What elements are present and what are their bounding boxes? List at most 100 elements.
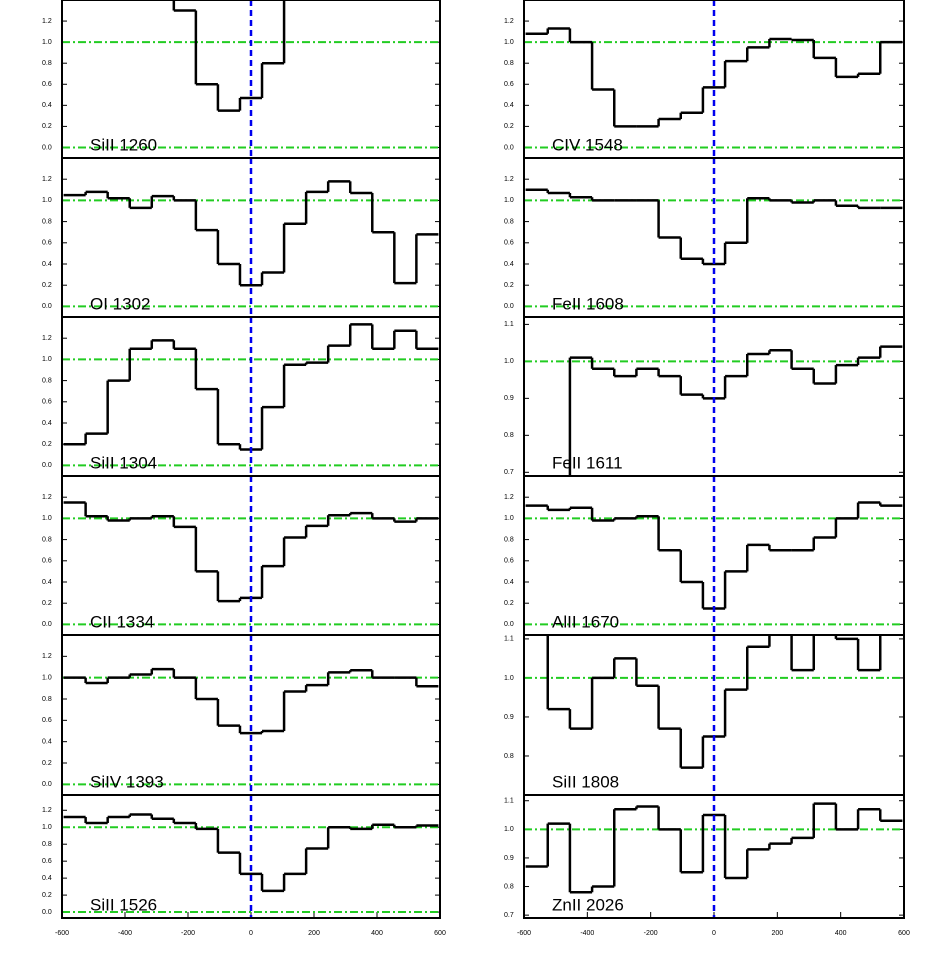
y-tick-label: 0.2 xyxy=(504,600,514,607)
y-tick-label: 0.9 xyxy=(504,855,514,862)
y-tick-label: 0.4 xyxy=(42,875,52,882)
y-tick-label: 0.0 xyxy=(42,462,52,469)
y-tick-label: 0.0 xyxy=(504,303,514,310)
y-tick-label: 0.2 xyxy=(42,123,52,130)
panel: 0.0 0.2 0.4 0.6 0.8 1.0 1.2 CII 1334 xyxy=(42,475,441,636)
y-tick-label: 0.0 xyxy=(504,621,514,628)
y-tick-label: 0.2 xyxy=(42,760,52,767)
y-tick-label: 0.6 xyxy=(42,858,52,865)
panel: 0.0 0.2 0.4 0.6 0.8 1.0 1.2 SiII 1304 xyxy=(42,316,441,477)
y-tick-label: 1.1 xyxy=(504,321,514,328)
plot-area xyxy=(62,158,440,317)
y-tick-label: 1.2 xyxy=(504,176,514,183)
panel: 0.0 0.2 0.4 0.6 0.8 1.0 1.2 SiIV 1393 xyxy=(42,634,441,796)
y-tick-label: 0.8 xyxy=(42,218,52,225)
panel-frame xyxy=(523,794,905,919)
y-tick-label: 0.2 xyxy=(504,123,514,130)
y-tick-label: 0.4 xyxy=(504,261,514,268)
plot-area xyxy=(62,635,440,795)
line-label: SiII 1808 xyxy=(552,772,619,791)
y-tick-label: 1.2 xyxy=(42,807,52,814)
y-tick-label: 0.7 xyxy=(504,469,514,476)
line-label: CIV 1548 xyxy=(552,135,623,154)
y-tick-label: 0.0 xyxy=(42,781,52,788)
y-tick-label: 0.8 xyxy=(42,696,52,703)
panel: 0.0 0.2 0.4 0.6 0.8 1.0 1.2 AlII 1670 xyxy=(504,475,905,636)
y-tick-label: 1.0 xyxy=(42,356,52,363)
y-tick-label: 1.2 xyxy=(504,494,514,501)
y-tick-label: 0.6 xyxy=(42,399,52,406)
x-tick-label: 600 xyxy=(898,930,910,937)
panel: 0.0 0.2 0.4 0.6 0.8 1.0 1.2 FeII 1608 xyxy=(504,157,905,318)
y-tick-label: 0.6 xyxy=(42,558,52,565)
line-label: CII 1334 xyxy=(90,612,154,631)
y-tick-label: 0.8 xyxy=(504,883,514,890)
y-tick-label: 0.4 xyxy=(42,102,52,109)
y-tick-label: 1.0 xyxy=(504,39,514,46)
line-label: FeII 1611 xyxy=(552,453,623,472)
y-tick-label: 0.8 xyxy=(42,536,52,543)
plot-area xyxy=(62,476,440,635)
y-tick-label: 1.0 xyxy=(504,197,514,204)
y-tick-label: 0.0 xyxy=(42,144,52,151)
y-tick-label: 0.2 xyxy=(42,600,52,607)
panel: 0.0 0.2 0.4 0.6 0.8 1.0 1.2 OI 1302 xyxy=(42,157,441,318)
y-tick-label: 1.0 xyxy=(42,39,52,46)
plot-area xyxy=(524,635,904,795)
x-tick-label: -600 xyxy=(55,930,69,937)
y-tick-label: 1.0 xyxy=(504,826,514,833)
y-tick-label: 0.8 xyxy=(504,218,514,225)
y-tick-label: 0.8 xyxy=(42,841,52,848)
y-tick-label: 1.2 xyxy=(42,18,52,25)
panel: 0.0 0.2 0.4 0.6 0.8 1.0 1.2 CIV 1548 xyxy=(504,0,905,159)
x-tick-label: 600 xyxy=(434,930,446,937)
x-tick-label: 0 xyxy=(249,930,253,937)
y-tick-label: 0.8 xyxy=(504,536,514,543)
line-label: AlII 1670 xyxy=(552,612,619,631)
panel: 0.7 0.8 0.9 1.0 1.1 -600 -400 -200 0 200 400 600 ZnI… xyxy=(504,794,910,937)
plot-area xyxy=(524,0,904,158)
y-tick-label: 0.4 xyxy=(42,579,52,586)
y-tick-label: 1.0 xyxy=(42,515,52,522)
y-tick-label: 1.1 xyxy=(504,798,514,805)
y-tick-label: 0.9 xyxy=(504,395,514,402)
plot-area xyxy=(62,0,440,158)
line-label: OI 1302 xyxy=(90,294,151,313)
x-tick-label: 200 xyxy=(308,930,320,937)
plot-area xyxy=(524,158,904,317)
x-tick-label: -200 xyxy=(644,930,658,937)
panel: 0.8 0.9 1.0 1.1 SiII 1808 xyxy=(504,634,905,796)
y-tick-label: 0.2 xyxy=(42,282,52,289)
x-tick-label: 200 xyxy=(771,930,783,937)
y-tick-label: 0.7 xyxy=(504,912,514,919)
y-tick-label: 0.8 xyxy=(504,60,514,67)
y-tick-label: 0.0 xyxy=(42,621,52,628)
x-tick-label: 400 xyxy=(371,930,383,937)
x-tick-label: -400 xyxy=(580,930,594,937)
x-tick-label: 400 xyxy=(835,930,847,937)
line-label: SiIV 1393 xyxy=(90,772,164,791)
x-tick-label: -200 xyxy=(181,930,195,937)
y-tick-label: 0.6 xyxy=(42,717,52,724)
y-tick-label: 0.4 xyxy=(504,102,514,109)
y-tick-label: 1.2 xyxy=(42,335,52,342)
y-tick-label: 1.0 xyxy=(504,358,514,365)
y-tick-label: 0.9 xyxy=(504,714,514,721)
line-label: SiII 1260 xyxy=(90,135,157,154)
panel: 0.0 0.2 0.4 0.6 0.8 1.0 1.2 -600 -400 -200 0 200 400… xyxy=(42,794,446,937)
y-tick-label: 0.6 xyxy=(504,558,514,565)
y-tick-label: 0.4 xyxy=(42,420,52,427)
y-tick-label: 0.8 xyxy=(504,432,514,439)
y-tick-label: 0.2 xyxy=(504,282,514,289)
plot-area xyxy=(62,795,440,918)
y-tick-label: 1.2 xyxy=(42,494,52,501)
y-tick-label: 1.1 xyxy=(504,636,514,643)
y-tick-label: 0.6 xyxy=(42,240,52,247)
y-tick-label: 0.0 xyxy=(42,303,52,310)
y-tick-label: 0.6 xyxy=(504,240,514,247)
y-tick-label: 1.0 xyxy=(42,824,52,831)
y-tick-label: 0.8 xyxy=(504,753,514,760)
y-tick-label: 0.6 xyxy=(42,81,52,88)
plot-area xyxy=(524,476,904,635)
y-tick-label: 1.0 xyxy=(504,515,514,522)
